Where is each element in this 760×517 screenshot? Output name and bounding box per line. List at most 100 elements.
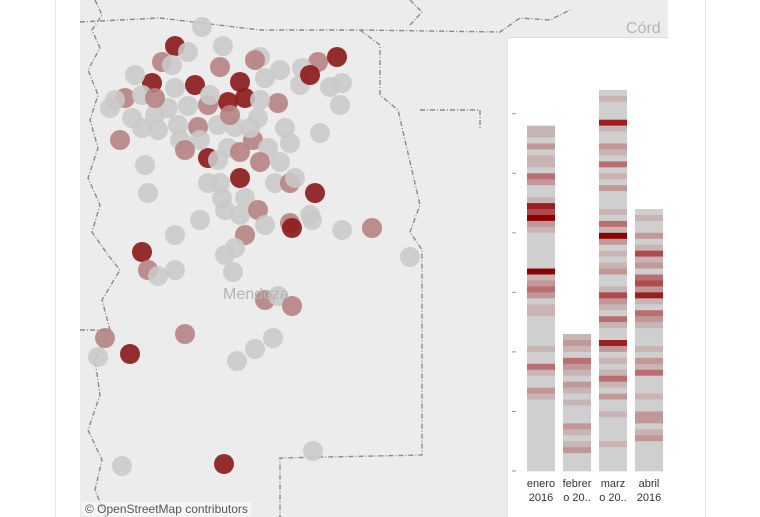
map-point[interactable] — [362, 218, 382, 238]
map-point[interactable] — [210, 57, 230, 77]
map-point[interactable] — [100, 98, 120, 118]
map-point[interactable] — [263, 328, 283, 348]
map-point[interactable] — [400, 247, 420, 267]
bar-segment — [635, 441, 663, 448]
map-point[interactable] — [88, 347, 108, 367]
map-point[interactable] — [302, 210, 322, 230]
map-point[interactable] — [223, 262, 243, 282]
bar-segment — [635, 256, 663, 263]
bar-segment — [599, 375, 627, 382]
map-point[interactable] — [330, 95, 350, 115]
bar-segment — [635, 334, 663, 341]
map-point[interactable] — [332, 73, 352, 93]
map-point[interactable] — [227, 351, 247, 371]
map-point[interactable] — [282, 218, 302, 238]
bar-segment — [527, 125, 555, 132]
map-point[interactable] — [215, 245, 235, 265]
bar-segment — [599, 220, 627, 228]
bar-segment — [527, 441, 555, 448]
bar-segment — [527, 429, 555, 436]
map-point[interactable] — [165, 225, 185, 245]
bar-segment — [599, 89, 627, 97]
map-attribution[interactable]: © OpenStreetMap contributors — [82, 502, 251, 516]
map-view[interactable]: Mendoza Córd enero 2016 febrer o 20.. marz o … — [80, 0, 668, 517]
map-point[interactable] — [240, 118, 260, 138]
map-point[interactable] — [95, 328, 115, 348]
map-point[interactable] — [185, 75, 205, 95]
map-point[interactable] — [265, 173, 285, 193]
map-point[interactable] — [168, 115, 188, 135]
map-canvas[interactable] — [80, 0, 668, 517]
map-point[interactable] — [190, 210, 210, 230]
map-point[interactable] — [220, 105, 240, 125]
bar-segment — [599, 244, 627, 251]
map-point[interactable] — [192, 17, 212, 37]
map-point[interactable] — [255, 215, 275, 235]
bar-segment — [527, 179, 555, 186]
x-tick-label-line: febrer — [562, 478, 592, 490]
map-point[interactable] — [270, 152, 290, 172]
bar-segment — [635, 423, 663, 430]
map-point[interactable] — [132, 242, 152, 262]
map-point[interactable] — [268, 93, 288, 113]
map-point[interactable] — [125, 65, 145, 85]
map-point[interactable] — [162, 55, 182, 75]
map-point[interactable] — [310, 123, 330, 143]
map-point[interactable] — [148, 266, 168, 286]
map-point[interactable] — [132, 118, 152, 138]
x-tick-label: abril 2016 — [631, 477, 667, 505]
map-point[interactable] — [230, 72, 250, 92]
map-point[interactable] — [282, 296, 302, 316]
map-point[interactable] — [305, 183, 325, 203]
map-point[interactable] — [250, 90, 270, 110]
map-point[interactable] — [303, 441, 323, 461]
bar-segment — [599, 465, 627, 472]
map-point[interactable] — [332, 220, 352, 240]
bar-segment — [599, 232, 627, 240]
map-point[interactable] — [230, 142, 250, 162]
map-point[interactable] — [175, 324, 195, 344]
bar-segment — [599, 185, 627, 192]
map-point[interactable] — [248, 200, 268, 220]
map-point[interactable] — [208, 150, 228, 170]
bar-segment — [527, 155, 555, 162]
map-point[interactable] — [327, 47, 347, 67]
map-point[interactable] — [148, 120, 168, 140]
map-point[interactable] — [230, 168, 250, 188]
map-point[interactable] — [110, 130, 130, 150]
map-point[interactable] — [215, 200, 235, 220]
map-point[interactable] — [245, 339, 265, 359]
map-point[interactable] — [120, 344, 140, 364]
map-point[interactable] — [213, 36, 233, 56]
bar-segment — [599, 369, 627, 377]
map-point[interactable] — [165, 260, 185, 280]
map-point[interactable] — [214, 454, 234, 474]
map-point[interactable] — [175, 140, 195, 160]
map-point[interactable] — [268, 286, 288, 306]
map-point[interactable] — [235, 88, 255, 108]
map-point[interactable] — [235, 188, 255, 208]
bar-segment — [635, 375, 663, 382]
map-point[interactable] — [112, 456, 132, 476]
bar-segment — [635, 209, 663, 216]
bar-segment — [527, 387, 555, 394]
map-point[interactable] — [270, 60, 290, 80]
map-point[interactable] — [138, 183, 158, 203]
map-point[interactable] — [245, 50, 265, 70]
map-point[interactable] — [250, 152, 270, 172]
map-point[interactable] — [135, 155, 155, 175]
map-points[interactable] — [88, 17, 420, 476]
map-point[interactable] — [200, 85, 220, 105]
map-point[interactable] — [178, 42, 198, 62]
bar-segment — [599, 274, 627, 281]
map-point[interactable] — [210, 173, 230, 193]
map-point[interactable] — [178, 96, 198, 116]
map-point[interactable] — [300, 65, 320, 85]
map-point[interactable] — [280, 133, 300, 153]
map-point[interactable] — [145, 88, 165, 108]
map-point[interactable] — [165, 78, 185, 98]
map-point[interactable] — [190, 130, 210, 150]
map-point[interactable] — [285, 168, 305, 188]
map-point[interactable] — [255, 68, 275, 88]
bar-segment — [527, 298, 555, 305]
